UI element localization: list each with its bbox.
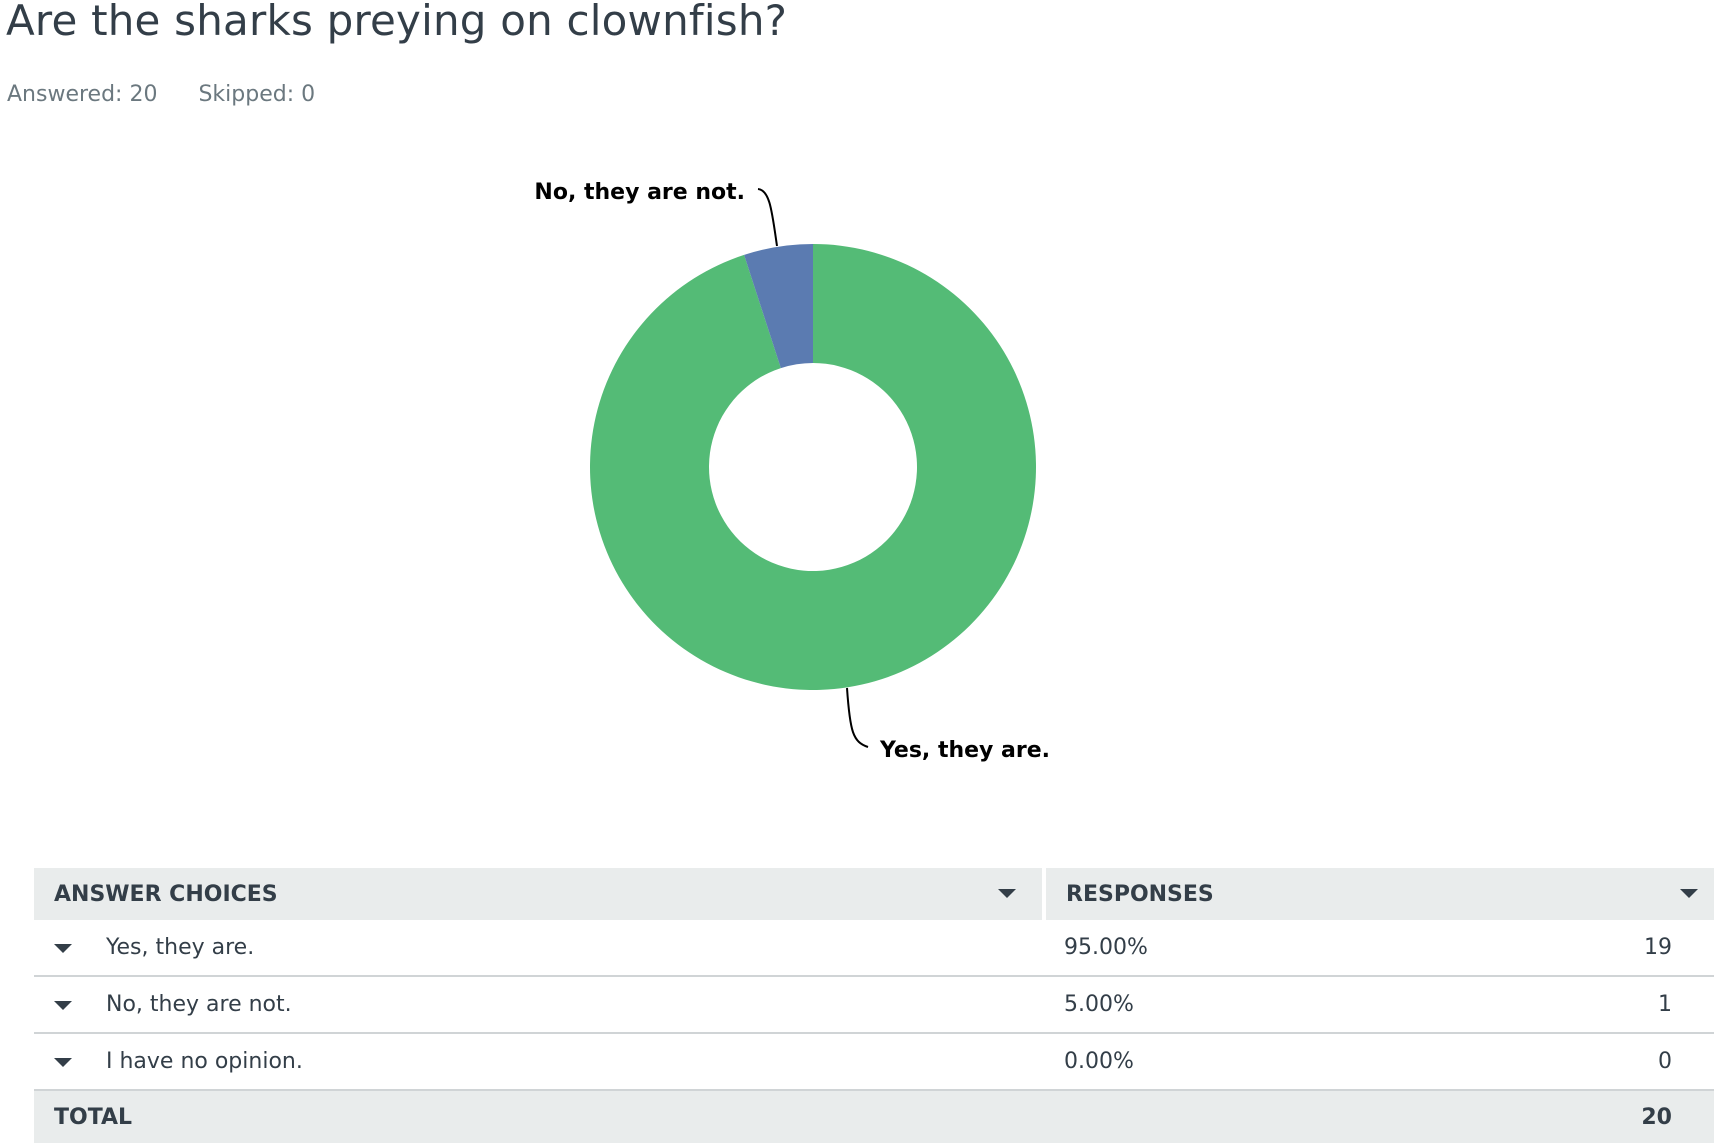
donut-slices [590,244,1037,691]
percent-cell: 95.00% [1044,920,1604,977]
responses-header-label: RESPONSES [1066,881,1214,907]
total-label: TOTAL [34,1090,1044,1143]
slice-label-0: Yes, they are. [879,738,1050,763]
donut-chart: Yes, they are. No, they are not. [534,180,1050,763]
total-row: TOTAL 20 [34,1090,1714,1143]
count-cell: 0 [1604,1033,1714,1091]
choice-cell: No, they are not. [34,976,1044,1034]
slice-label-1: No, they are not. [534,180,745,205]
choice-cell: Yes, they are. [34,920,1044,977]
percent-cell: 0.00% [1044,1033,1604,1091]
chevron-down-icon[interactable] [54,1058,72,1067]
response-stats: Answered: 20 Skipped: 0 [7,82,315,107]
answer-choices-header-label: ANSWER CHOICES [54,881,278,907]
total-count: 20 [1604,1090,1714,1143]
choice-label: Yes, they are. [106,935,255,960]
table-row: Yes, they are. 95.00% 19 [34,920,1714,977]
responses-header[interactable]: RESPONSES [1044,868,1714,920]
total-spacer [1044,1090,1604,1143]
answer-choices-header[interactable]: ANSWER CHOICES [34,868,1046,920]
choice-label: No, they are not. [106,992,292,1017]
percent-cell: 5.00% [1044,976,1604,1034]
leader-line-1 [757,188,778,247]
question-title: Are the sharks preying on clownfish? [6,0,788,45]
table-row: No, they are not. 5.00% 1 [34,976,1714,1034]
chevron-down-icon[interactable] [1680,889,1698,898]
chevron-down-icon[interactable] [54,944,72,953]
chevron-down-icon[interactable] [998,889,1016,898]
table-header: ANSWER CHOICES RESPONSES [34,868,1714,920]
chevron-down-icon[interactable] [54,1001,72,1010]
answered-stat: Answered: 20 [7,82,164,107]
count-cell: 1 [1604,976,1714,1034]
answered-count: 20 [129,82,158,107]
count-cell: 19 [1604,920,1714,977]
slice-labels: Yes, they are. No, they are not. [534,180,1050,763]
table-row: I have no opinion. 0.00% 0 [34,1033,1714,1091]
skipped-label: Skipped: [198,82,295,107]
leader-line-0 [846,687,869,748]
choice-cell: I have no opinion. [34,1033,1044,1091]
donut-slice-1[interactable] [744,244,813,369]
slice-leader-lines [757,188,869,748]
answered-label: Answered: [7,82,123,107]
skipped-count: 0 [301,82,316,107]
responses-table: ANSWER CHOICES RESPONSES Yes, they are. … [34,868,1714,1143]
choice-label: I have no opinion. [106,1049,303,1074]
donut-slice-0[interactable] [590,244,1037,691]
skipped-stat: Skipped: 0 [198,82,315,107]
